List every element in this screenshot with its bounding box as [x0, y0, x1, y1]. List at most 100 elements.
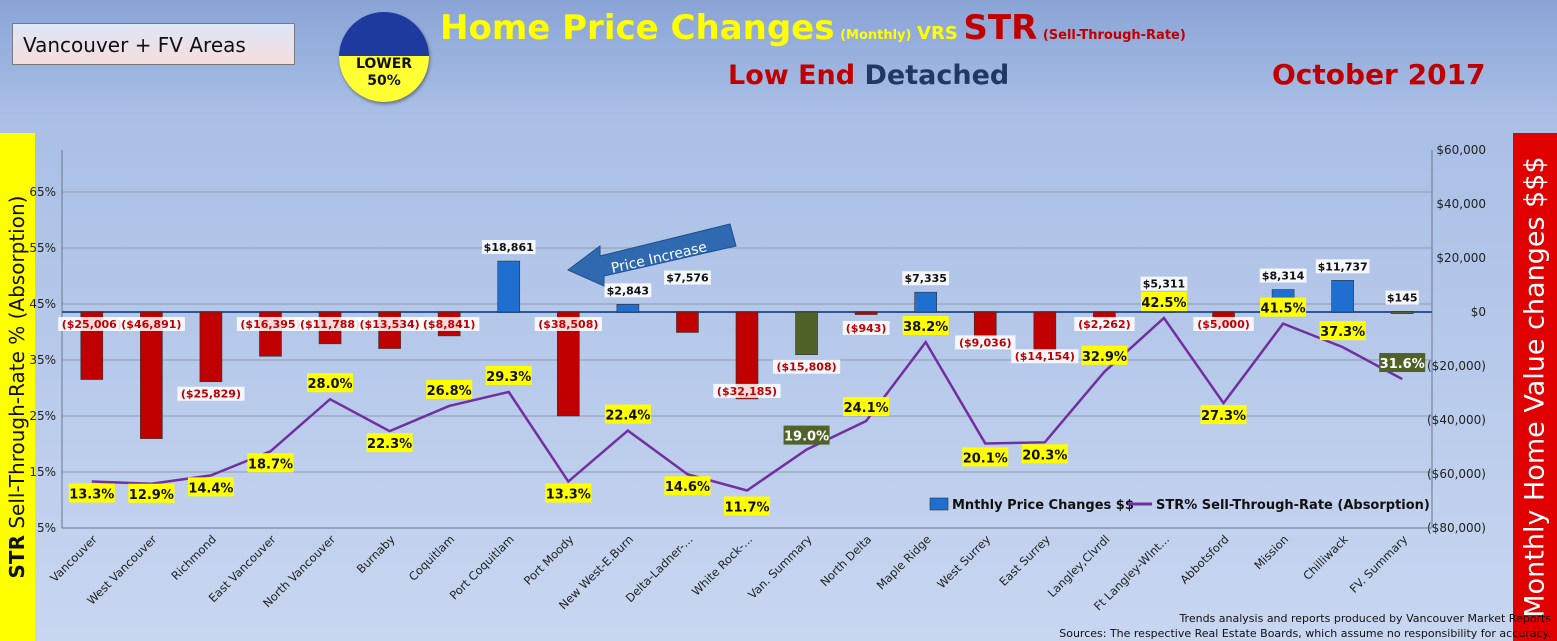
price-change-bar	[497, 260, 521, 313]
left-tick-label: 15%	[29, 465, 56, 479]
bar-data-label: ($38,508)	[538, 318, 598, 331]
title-vrs: VRS	[917, 23, 958, 44]
bar-label-bg	[1385, 290, 1419, 305]
bar-data-label: ($9,036)	[959, 336, 1012, 349]
left-tick-label: 55%	[29, 241, 56, 255]
bar-data-label: ($46,891)	[121, 318, 181, 331]
price-change-bar	[1331, 280, 1354, 313]
report-date: October 2017	[1272, 58, 1486, 91]
bar-data-label: $8,314	[1262, 270, 1305, 283]
bar-data-label: ($25,006)	[62, 318, 122, 331]
str-data-label: 41.5%	[1261, 302, 1306, 317]
badge-line2: 50%	[367, 73, 401, 89]
price-change-bar	[1033, 311, 1057, 351]
str-label-bg	[1081, 345, 1128, 365]
str-data-label: 20.3%	[1022, 448, 1067, 463]
str-data-label: 27.3%	[1201, 409, 1246, 424]
category-label: Mission	[1251, 532, 1291, 572]
title-str: STR	[963, 8, 1038, 48]
right-tick-label: ($80,000)	[1427, 521, 1486, 535]
str-data-label: 28.0%	[307, 377, 352, 392]
str-data-label: 19.0%	[784, 430, 829, 445]
price-change-bar	[616, 304, 640, 313]
region-label: Vancouver + FV Areas	[12, 23, 295, 65]
category-label: Vancouver	[47, 532, 100, 585]
bar-label-bg	[604, 283, 652, 298]
bar-label-bg	[117, 317, 185, 331]
str-data-label: 14.4%	[188, 481, 233, 496]
chart-subtitle: Low End Detached	[728, 60, 1009, 91]
str-data-label: 11.7%	[724, 500, 769, 515]
price-change-bar	[735, 311, 759, 400]
price-change-bar	[557, 311, 580, 417]
badge-band	[339, 56, 429, 102]
bar-label-bg	[713, 383, 781, 398]
legend-bar-label: Mnthly Price Changes $$	[952, 498, 1134, 513]
left-tick-label: 65%	[29, 185, 56, 199]
category-label: Van. Summary	[745, 532, 815, 602]
str-label-bg	[426, 379, 473, 399]
category-label: Coquitlam	[406, 532, 457, 583]
legend-bar-swatch	[929, 497, 949, 511]
str-label-bg	[1319, 321, 1366, 341]
str-data-label: 38.2%	[903, 320, 948, 335]
str-label-bg	[247, 453, 294, 473]
price-increase-arrow	[567, 223, 737, 287]
lower-50-badge: LOWER 50%	[339, 12, 429, 102]
category-label: Maple Ridge	[874, 532, 934, 592]
bar-label-bg	[236, 317, 305, 331]
str-label-bg	[1379, 353, 1426, 373]
bar-data-label: ($943)	[846, 322, 887, 335]
badge-text: LOWER 50%	[339, 56, 429, 90]
right-axis-band	[1513, 133, 1557, 641]
str-data-label: 37.3%	[1320, 325, 1365, 340]
category-label: West Surrey	[934, 532, 993, 591]
right-tick-label: $0	[1471, 305, 1486, 319]
price-change-bar	[1390, 311, 1414, 314]
bar-data-label: ($14,154)	[1015, 350, 1075, 363]
left-tick-label: 25%	[29, 409, 56, 423]
badge-line1: LOWER	[355, 56, 413, 72]
legend-line-label: STR% Sell-Through-Rate (Absorption)	[1156, 498, 1430, 513]
str-label-bg	[68, 483, 115, 503]
left-axis-band	[0, 133, 35, 641]
bar-data-label: ($11,788)	[300, 318, 360, 331]
price-change-bar	[795, 311, 818, 355]
category-label: Langley,Clvrdl	[1045, 532, 1113, 600]
price-change-bar	[854, 311, 878, 315]
bar-data-label: $2,843	[607, 284, 649, 297]
bar-data-label: ($2,262)	[1078, 318, 1131, 331]
category-label: Chilliwack	[1300, 532, 1351, 583]
right-tick-label: $40,000	[1436, 197, 1486, 211]
bar-data-label: ($5,000)	[1197, 318, 1250, 331]
str-label-bg	[1200, 405, 1247, 425]
bar-label-bg	[902, 271, 950, 286]
category-label: Port Coquitlam	[447, 532, 517, 602]
bar-label-bg	[1193, 317, 1254, 331]
right-tick-label: $20,000	[1436, 251, 1486, 265]
price-change-bar	[199, 311, 223, 383]
title-main: Home Price Changes	[440, 8, 835, 48]
bar-data-label: ($16,395)	[240, 318, 300, 331]
str-data-label: 22.3%	[367, 437, 412, 452]
str-label-bg	[366, 433, 413, 453]
right-tick-label: ($40,000)	[1427, 413, 1486, 427]
category-label: North Delta	[817, 532, 874, 589]
str-label-bg	[664, 476, 711, 496]
bar-data-label: ($32,185)	[717, 385, 777, 398]
price-change-bar	[676, 311, 699, 333]
str-label-bg	[1140, 292, 1187, 311]
str-data-label: 13.3%	[546, 488, 591, 503]
str-label-bg	[307, 373, 354, 393]
bar-label-bg	[1259, 268, 1307, 283]
str-label-bg	[1021, 444, 1068, 464]
str-data-label: 13.3%	[69, 488, 114, 503]
category-label: Richmond	[168, 532, 219, 583]
str-label-bg	[545, 483, 592, 503]
category-label: Burnaby	[354, 532, 398, 576]
str-label-bg	[604, 404, 651, 424]
str-line	[91, 316, 1403, 492]
category-label: Abbotsford	[1177, 532, 1231, 586]
chart-title: Home Price Changes (Monthly) VRS STR (Se…	[440, 8, 1186, 48]
str-label-bg	[128, 483, 175, 503]
